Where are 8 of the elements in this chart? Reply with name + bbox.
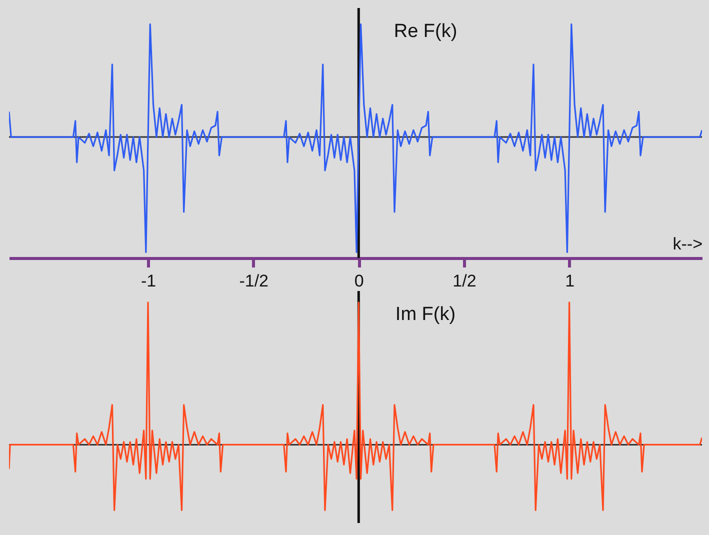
x-tick-label: -1/2 xyxy=(239,272,268,290)
x-tick-label: -1 xyxy=(140,272,156,290)
x-axis-title: k--> xyxy=(672,234,703,254)
x-tick-label: 1 xyxy=(565,272,575,290)
chart-title: Im F(k) xyxy=(395,304,456,325)
x-tick-label: 1/2 xyxy=(452,272,476,290)
chart-title: Re F(k) xyxy=(394,20,458,42)
x-tick-label: 0 xyxy=(354,272,364,290)
